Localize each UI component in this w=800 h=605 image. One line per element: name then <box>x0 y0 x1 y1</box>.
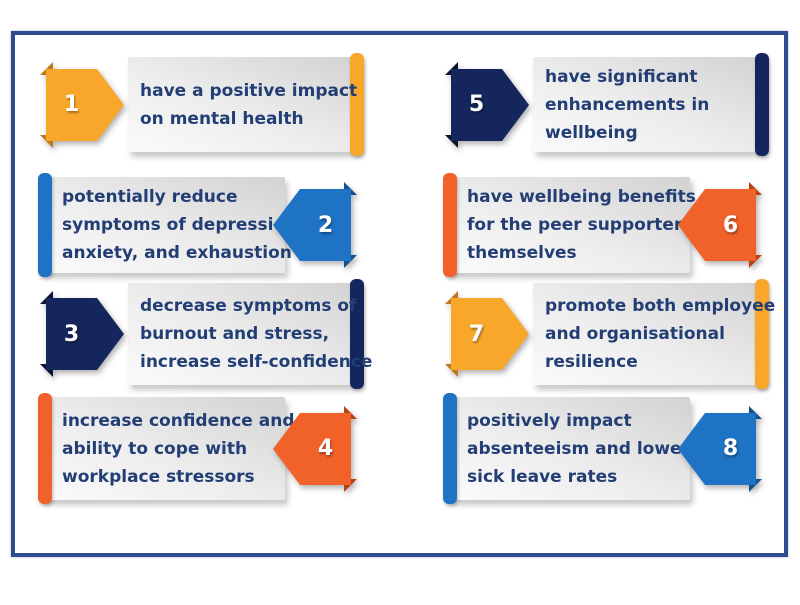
accent-strip <box>350 53 364 156</box>
item-number: 5 <box>468 92 485 117</box>
ribbon-arrow-left-icon: 6 <box>678 179 762 271</box>
accent-strip <box>755 53 769 156</box>
accent-strip <box>350 279 364 389</box>
item-text: positively impact absenteeism and lower … <box>467 410 690 487</box>
item-panel: potentially reduce symptoms of depressio… <box>38 173 304 277</box>
ribbon-arrow-left-icon: 2 <box>273 179 357 271</box>
item-text: have wellbeing benefits for the peer sup… <box>467 187 696 263</box>
item-text: increase confidence and ability to cope … <box>62 410 295 487</box>
accent-strip <box>443 393 457 504</box>
item-text: potentially reduce symptoms of depressio… <box>62 187 304 263</box>
item-number: 8 <box>722 436 739 461</box>
benefit-item-5: have significant enhancements in wellbei… <box>445 53 769 156</box>
item-number: 7 <box>468 321 485 347</box>
item-number: 1 <box>63 92 80 117</box>
benefit-item-1: have a positive impact on mental health … <box>40 53 364 156</box>
benefit-item-7: promote both employee and organisational… <box>445 279 775 389</box>
ribbon-arrow-right-icon: 7 <box>445 288 529 380</box>
item-text: decrease symptoms of burnout and stress,… <box>140 296 373 372</box>
item-text: have a positive impact on mental health <box>140 80 358 129</box>
item-text: promote both employee and organisational… <box>545 296 776 372</box>
item-text: have significant enhancements in wellbei… <box>545 66 710 143</box>
item-number: 4 <box>317 436 334 461</box>
item-panel: positively impact absenteeism and lower … <box>443 393 690 504</box>
benefit-item-8: positively impact absenteeism and lower … <box>443 393 765 504</box>
item-panel: promote both employee and organisational… <box>533 279 775 389</box>
item-panel: increase confidence and ability to cope … <box>38 393 295 504</box>
accent-strip <box>755 279 769 389</box>
item-number: 6 <box>722 212 739 238</box>
ribbon-arrow-right-icon: 5 <box>445 59 529 151</box>
accent-strip <box>38 173 52 277</box>
ribbon-arrow-right-icon: 3 <box>40 288 124 380</box>
item-panel: have a positive impact on mental health <box>128 53 364 156</box>
ribbon-arrow-right-icon: 1 <box>40 59 124 151</box>
item-panel: have wellbeing benefits for the peer sup… <box>443 173 696 277</box>
benefit-item-6: have wellbeing benefits for the peer sup… <box>443 173 765 277</box>
accent-strip <box>38 393 52 504</box>
ribbon-arrow-left-icon: 8 <box>678 403 762 495</box>
item-panel: decrease symptoms of burnout and stress,… <box>128 279 372 389</box>
benefit-item-4: increase confidence and ability to cope … <box>38 393 360 504</box>
item-number: 2 <box>317 212 334 238</box>
accent-strip <box>443 173 457 277</box>
ribbon-arrow-left-icon: 4 <box>273 403 357 495</box>
benefit-item-2: potentially reduce symptoms of depressio… <box>38 173 360 277</box>
item-panel: have significant enhancements in wellbei… <box>533 53 769 156</box>
benefit-item-3: decrease symptoms of burnout and stress,… <box>40 279 372 389</box>
item-number: 3 <box>63 321 80 347</box>
